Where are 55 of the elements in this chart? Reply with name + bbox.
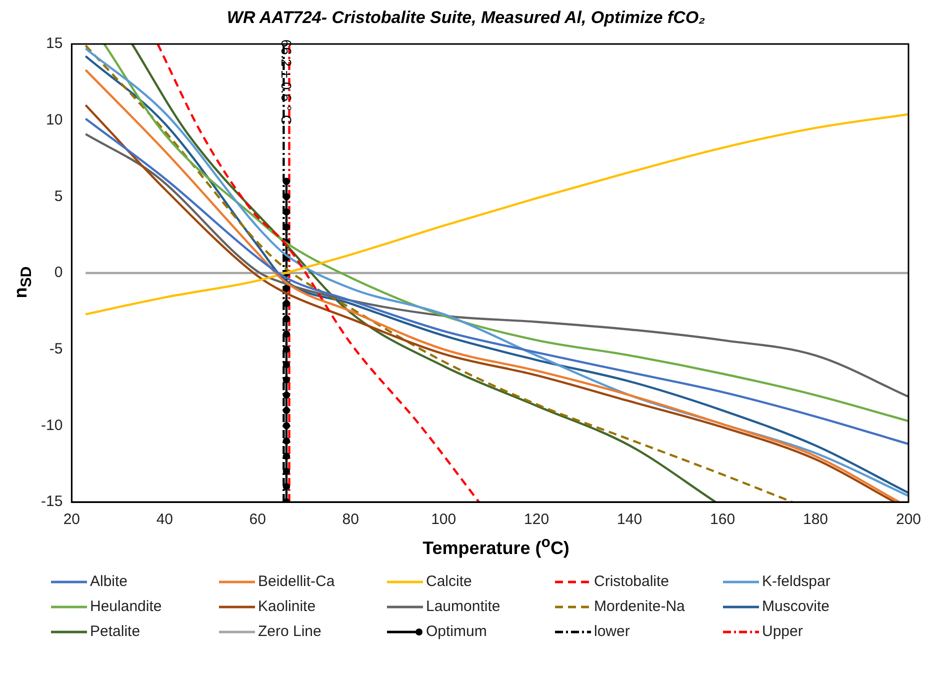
point [282,468,290,476]
x-tick-label: 40 [156,511,173,528]
y-tick-label: -10 [40,416,63,434]
x-tick-label: 200 [896,511,921,528]
point [282,315,290,322]
legend-label: Kaolinite [258,598,316,615]
legend-label: Cristobalite [594,573,670,590]
point [282,361,290,368]
legend-label: Optimum [426,623,487,640]
line-series [84,132,908,398]
line-series [84,118,908,446]
legend-label: Muscovite [762,598,830,615]
point [282,193,290,200]
point [282,483,290,490]
point [282,406,290,414]
legend-label: Beidellit-Ca [258,573,335,590]
legend-label: Upper [762,623,803,640]
legend-label: K-feldspar [762,573,830,590]
x-tick-label: 20 [63,511,80,528]
point [282,208,290,216]
legend-label: Calcite [426,573,472,590]
point [282,178,290,185]
legend-label: Mordenite-Na [594,598,685,615]
y-tick-label: 0 [54,264,63,282]
legend-label: lower [594,623,630,640]
y-tick-label: -15 [40,493,63,510]
y-tick-label: -5 [49,340,63,358]
x-tick-label: 60 [249,511,266,528]
point [282,284,290,292]
chart-title: WR AAT724- Cristobalite Suite, Measured Al, Optimize fCO₂ [226,8,706,28]
x-axis-title: Temperature ($^{o}$C) [422,534,570,559]
legend-label: Heulandite [90,598,162,615]
x-tick-label: 180 [802,511,828,528]
y-tick-label: 15 [46,35,63,52]
y-tick-label: 5 [54,188,63,205]
point [282,330,290,338]
legend-label: Zero Line [258,623,322,640]
point [282,392,290,399]
point [282,346,290,353]
point [282,300,290,308]
point [282,452,290,460]
line-series [84,113,908,316]
point [282,376,290,384]
legend-label: Laumontite [426,598,500,615]
legend-label: Albite [90,573,128,590]
point [282,224,290,231]
x-tick-label: 100 [431,511,456,528]
x-tick-label: 140 [617,511,642,528]
x-tick-label: 160 [710,511,736,528]
point [282,422,290,430]
x-tick-label: 120 [524,511,550,528]
x-tick-label: 80 [342,511,359,528]
y-tick-label: 10 [46,111,63,128]
point [282,437,290,445]
legend-label: Petalite [90,623,140,640]
